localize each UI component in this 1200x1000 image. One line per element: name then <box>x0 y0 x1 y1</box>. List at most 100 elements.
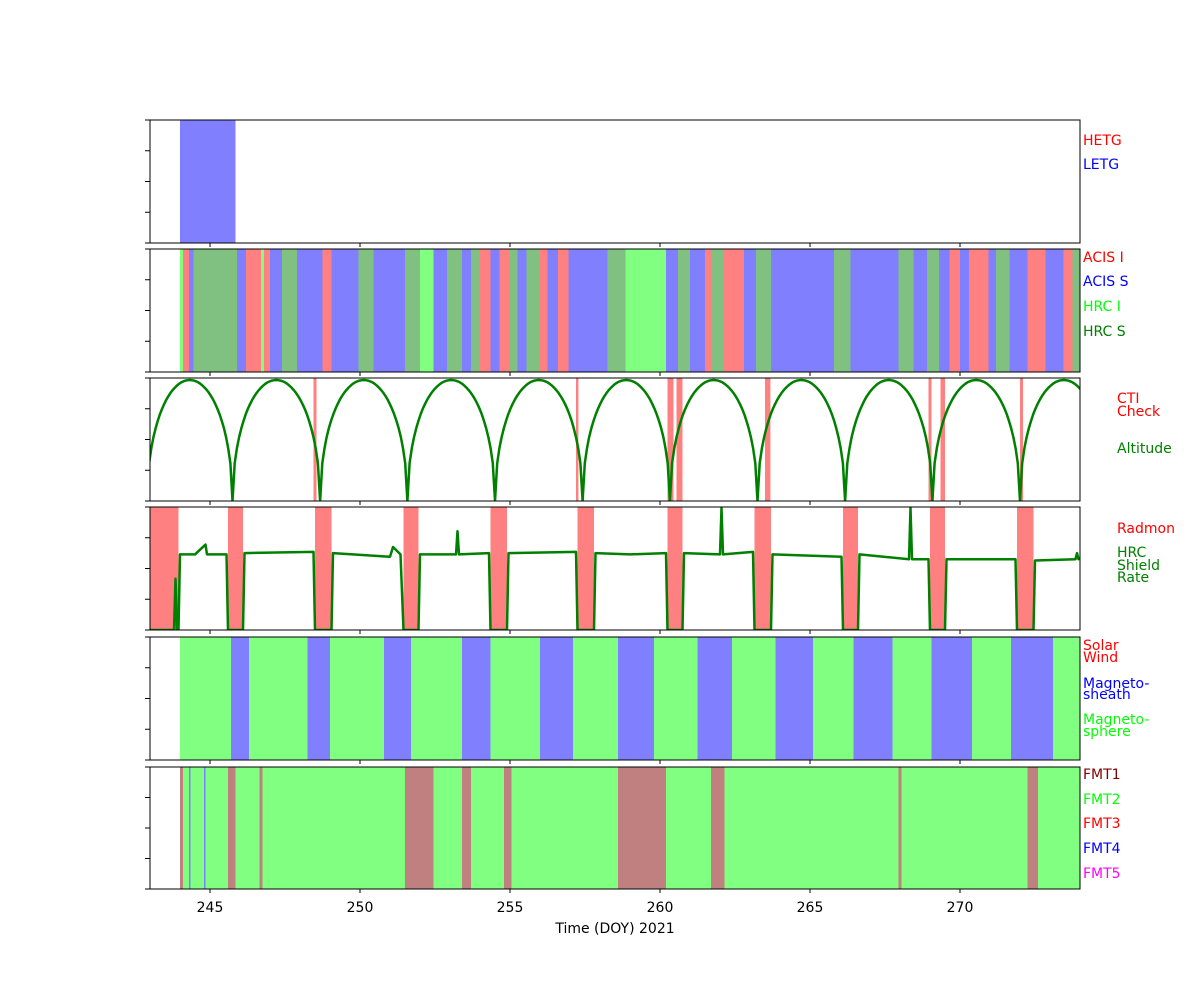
format-band <box>618 767 666 889</box>
instrument-band <box>322 249 332 372</box>
instrument-band <box>405 249 420 372</box>
legend-label-radmon: Shield <box>1117 558 1160 574</box>
legend-label-instrument: ACIS I <box>1083 250 1124 266</box>
environment-band <box>853 637 893 760</box>
format-band <box>724 767 899 889</box>
legend-label-grating: HETG <box>1083 133 1122 149</box>
legend-label-environment: Solar <box>1083 638 1119 654</box>
legend-label-altitude: Altitude <box>1117 441 1172 457</box>
legend-label-format: FMT1 <box>1083 767 1121 783</box>
instrument-band <box>547 249 558 372</box>
environment-band <box>573 637 618 760</box>
altitude-band <box>1020 378 1023 501</box>
instrument-band <box>499 249 510 372</box>
instrument-band <box>568 249 576 372</box>
radmon-band <box>930 507 945 630</box>
plot-area-grating <box>180 120 236 243</box>
legend-label-radmon: Radmon <box>1117 521 1175 537</box>
format-band <box>180 767 183 889</box>
instrument-band <box>1045 249 1064 372</box>
instrument-band <box>490 249 500 372</box>
legend-label-instrument: HRC I <box>1083 299 1121 315</box>
instrument-band <box>735 249 744 372</box>
instrument-band <box>834 249 851 372</box>
radmon-band <box>490 507 507 630</box>
instrument-band <box>189 249 194 372</box>
instrument-band <box>261 249 264 372</box>
x-tick-label: 255 <box>497 900 524 916</box>
radmon-series-line <box>150 507 1080 630</box>
format-band <box>901 767 1028 889</box>
format-band <box>471 767 504 889</box>
format-band <box>711 767 725 889</box>
panel-instrument: ACIS I ACIS S HRC I HRC S <box>145 248 1129 376</box>
instrument-band <box>540 249 548 372</box>
environment-band <box>1053 637 1080 760</box>
instrument-band <box>1063 249 1073 372</box>
instrument-band <box>1072 249 1080 372</box>
environment-band <box>384 637 411 760</box>
environment-band <box>490 637 540 760</box>
instrument-band <box>270 249 282 372</box>
format-band <box>433 767 462 889</box>
environment-band <box>892 637 932 760</box>
altitude-band <box>928 378 932 501</box>
environment-band <box>931 637 972 760</box>
instrument-band <box>927 249 939 372</box>
x-tick-label: 265 <box>797 900 824 916</box>
legend-label-radmon: Rate <box>1117 570 1149 586</box>
instrument-band <box>517 249 527 372</box>
instrument-band <box>690 249 705 372</box>
format-band <box>190 767 204 889</box>
format-band <box>259 767 263 889</box>
environment-band <box>697 637 732 760</box>
radmon-band <box>667 507 683 630</box>
legend-label-environment: Wind <box>1083 650 1118 666</box>
legend-label-radmon: HRC <box>1117 545 1147 561</box>
instrument-band <box>678 249 690 372</box>
legend-label-format: FMT2 <box>1083 792 1121 808</box>
altitude-band <box>940 378 945 501</box>
x-axis: 245 250 255 260 265 270 <box>197 900 974 916</box>
format-band <box>898 767 902 889</box>
plot-area-environment <box>180 637 1080 760</box>
environment-band <box>775 637 813 760</box>
format-band <box>235 767 260 889</box>
instrument-band <box>969 249 989 372</box>
instrument-band <box>447 249 462 372</box>
altitude-band <box>667 378 674 501</box>
instrument-band <box>666 249 678 372</box>
instrument-band <box>705 249 711 372</box>
instrument-band <box>373 249 405 372</box>
instrument-band <box>183 249 189 372</box>
plot-area-altitude <box>150 378 1080 501</box>
legend-label-altitude: CTI <box>1117 391 1139 407</box>
instrument-band <box>607 249 626 372</box>
x-tick-label: 250 <box>347 900 374 916</box>
instrument-band <box>939 249 950 372</box>
instrument-band <box>960 249 969 372</box>
radmon-band <box>754 507 771 630</box>
instrument-band <box>723 249 735 372</box>
instrument-band <box>246 249 261 372</box>
plot-area-format <box>180 767 1080 889</box>
instrument-band <box>625 249 666 372</box>
grating-band <box>180 120 236 243</box>
environment-band <box>249 637 308 760</box>
format-band <box>405 767 434 889</box>
format-band <box>183 767 189 889</box>
instrument-band <box>711 249 723 372</box>
radmon-band <box>403 507 419 630</box>
legend-label-environment: sheath <box>1083 687 1131 703</box>
environment-band <box>972 637 1011 760</box>
legend-label-format: FMT5 <box>1083 866 1121 882</box>
instrument-band <box>480 249 491 372</box>
environment-band <box>231 637 249 760</box>
environment-band <box>654 637 698 760</box>
format-band <box>205 767 228 889</box>
legend-label-environment: Magneto- <box>1083 676 1149 692</box>
format-band <box>1038 767 1080 889</box>
format-band <box>666 767 711 889</box>
